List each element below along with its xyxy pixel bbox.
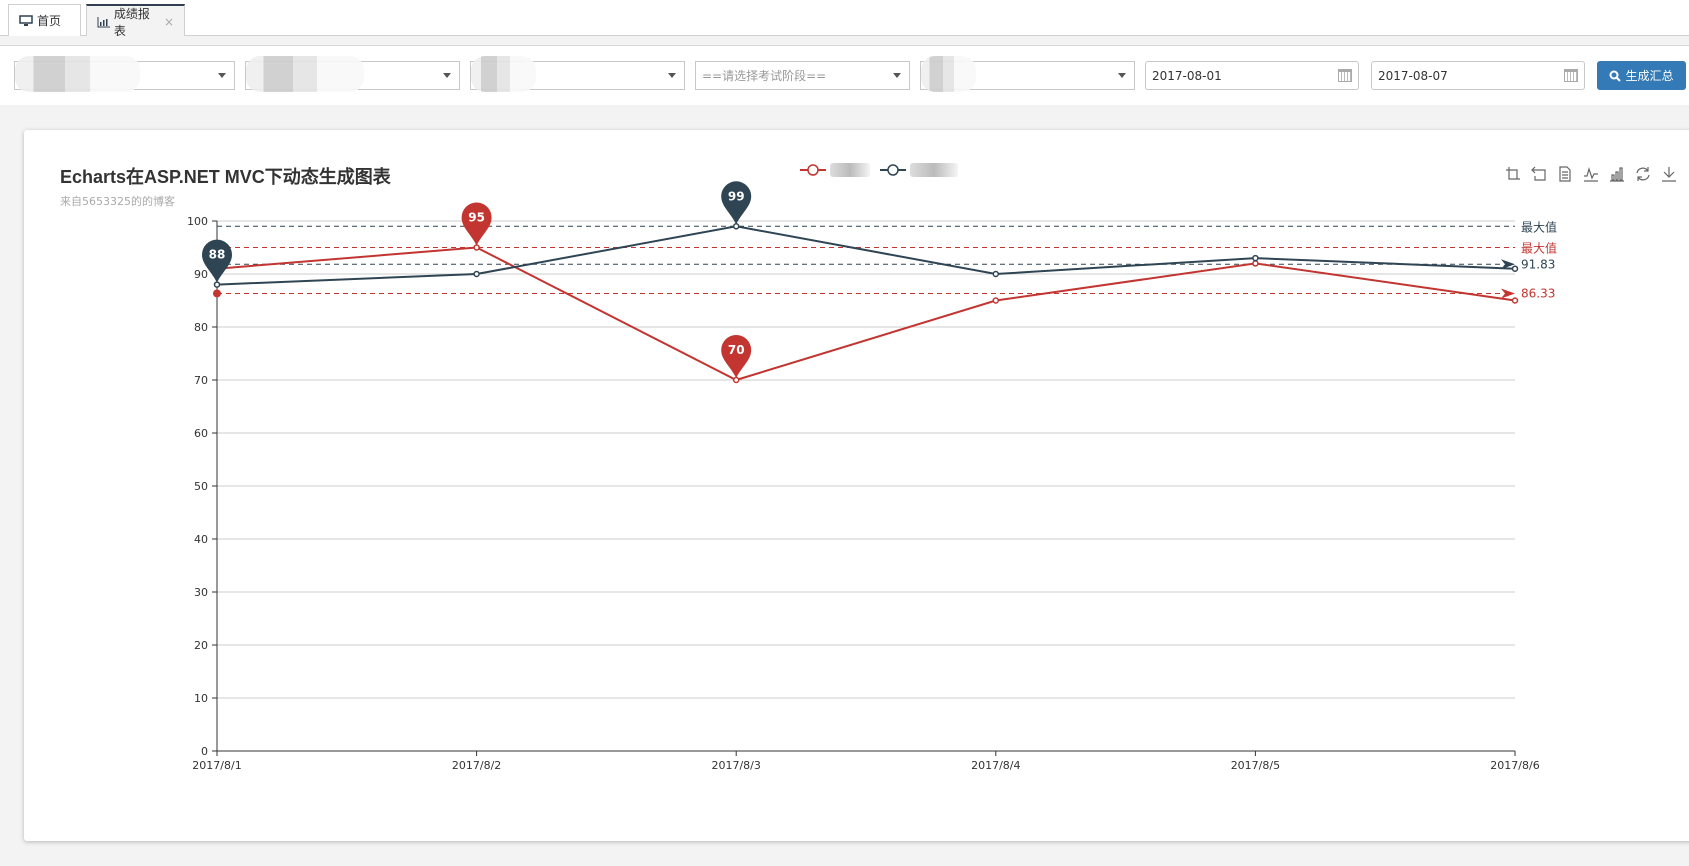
y-tick-label: 10 (194, 692, 208, 705)
y-tick-label: 0 (201, 745, 208, 758)
chevron-down-icon (893, 73, 901, 78)
y-tick-label: 50 (194, 480, 208, 493)
chevron-down-icon (443, 73, 451, 78)
legend-label-redacted (910, 163, 958, 177)
x-tick-label: 2017/8/6 (1490, 759, 1539, 772)
data-point (732, 223, 740, 230)
data-point (1252, 254, 1259, 262)
series-line (216, 246, 1516, 382)
y-tick-label: 90 (194, 268, 208, 281)
redacted-value (15, 56, 140, 92)
series-line (216, 225, 1516, 286)
data-zoom-icon[interactable] (1505, 166, 1521, 182)
y-tick-label: 70 (194, 374, 208, 387)
legend-line-circle-icon (800, 164, 826, 176)
tab-content-divider (0, 36, 1689, 46)
end-date-input[interactable]: 2017-08-07 (1371, 61, 1585, 90)
data-point (213, 281, 221, 288)
chart-title: Echarts在ASP.NET MVC下动态生成图表 (60, 167, 391, 187)
filter-select-2[interactable] (245, 56, 460, 92)
data-point (473, 244, 480, 251)
tab-home-label: 首页 (37, 14, 62, 28)
chevron-down-icon (1118, 73, 1126, 78)
monitor-icon (19, 14, 33, 26)
max-mark-label: 最大值 (1521, 219, 1557, 234)
average-mark-label: 86.33 (1521, 286, 1555, 300)
map-pin-icon (461, 202, 492, 246)
arrow-icon (1501, 259, 1515, 270)
legend-item-red[interactable] (800, 163, 870, 177)
calendar-icon[interactable] (1564, 69, 1578, 82)
filter-bar: ==请选择考试阶段== 2017-08-01 2017-08-07 生成汇总 (0, 46, 1689, 105)
arrow-icon (1501, 288, 1515, 299)
chart-subtitle: 来自5653325的的博客 (60, 195, 175, 208)
exam-stage-placeholder: ==请选择考试阶段== (702, 69, 827, 83)
redacted-value (921, 56, 976, 92)
data-point (732, 376, 740, 384)
data-point (473, 270, 480, 278)
legend-item-dark[interactable] (880, 163, 958, 177)
legend-label-redacted (830, 163, 870, 177)
x-tick-label: 2017/8/3 (711, 759, 760, 772)
end-date-value: 2017-08-07 (1378, 68, 1448, 83)
save-image-icon[interactable] (1661, 166, 1677, 182)
filter-select-3[interactable] (470, 56, 685, 92)
tab-score-report-label: 成绩报表 (113, 6, 150, 38)
mark-point-label: 95 (468, 211, 485, 225)
data-point (1511, 265, 1519, 272)
bar-chart-icon (97, 16, 110, 27)
tab-bar: 首页 成绩报表 × (0, 0, 1689, 38)
map-pin-icon (721, 335, 752, 378)
chevron-down-icon (668, 73, 676, 78)
y-tick-label: 80 (194, 321, 208, 334)
x-tick-label: 2017/8/5 (1231, 759, 1280, 772)
y-tick-label: 100 (187, 215, 208, 228)
max-mark-label: 最大值 (1521, 241, 1557, 256)
data-point (992, 297, 1000, 304)
filter-select-1[interactable] (14, 56, 235, 92)
data-zoom-reset-icon[interactable] (1531, 166, 1547, 182)
map-pin-icon (721, 181, 752, 225)
generate-summary-button[interactable]: 生成汇总 (1597, 61, 1686, 90)
redacted-value (471, 56, 536, 92)
chart-legend (800, 163, 958, 177)
start-date-value: 2017-08-01 (1152, 68, 1222, 83)
x-tick-label: 2017/8/1 (192, 759, 241, 772)
mark-point-label: 99 (728, 189, 745, 203)
bar-chart-icon[interactable] (1609, 166, 1625, 182)
start-date-input[interactable]: 2017-08-01 (1145, 61, 1359, 90)
chevron-down-icon (218, 73, 226, 78)
mark-point-label: 70 (728, 343, 745, 357)
average-mark-label: 91.83 (1521, 257, 1555, 271)
legend-line-circle-icon (880, 164, 906, 176)
generate-summary-label: 生成汇总 (1625, 69, 1674, 83)
data-point (992, 270, 1000, 278)
y-tick-label: 40 (194, 533, 208, 546)
redacted-value (246, 56, 364, 92)
calendar-icon[interactable] (1338, 69, 1352, 82)
y-tick-label: 20 (194, 639, 208, 652)
tab-home[interactable]: 首页 (8, 4, 81, 36)
map-pin-icon (202, 239, 232, 283)
search-icon (1609, 70, 1622, 82)
exam-stage-select[interactable]: ==请选择考试阶段== (695, 61, 910, 90)
chart-toolbox (1505, 166, 1677, 182)
line-chart-icon[interactable] (1583, 166, 1599, 182)
tab-score-report[interactable]: 成绩报表 × (86, 4, 185, 38)
mark-point-label: 88 (209, 248, 226, 262)
data-point (1511, 297, 1519, 304)
y-tick-label: 60 (194, 427, 208, 440)
restore-icon[interactable] (1635, 166, 1651, 182)
data-point (1252, 260, 1259, 267)
data-view-icon[interactable] (1557, 166, 1573, 182)
filter-select-5[interactable] (920, 56, 1135, 92)
x-tick-label: 2017/8/4 (971, 759, 1020, 772)
x-tick-label: 2017/8/2 (452, 759, 501, 772)
mark-line-start-dot (213, 289, 221, 298)
close-icon[interactable]: × (163, 14, 174, 29)
y-tick-label: 30 (194, 586, 208, 599)
